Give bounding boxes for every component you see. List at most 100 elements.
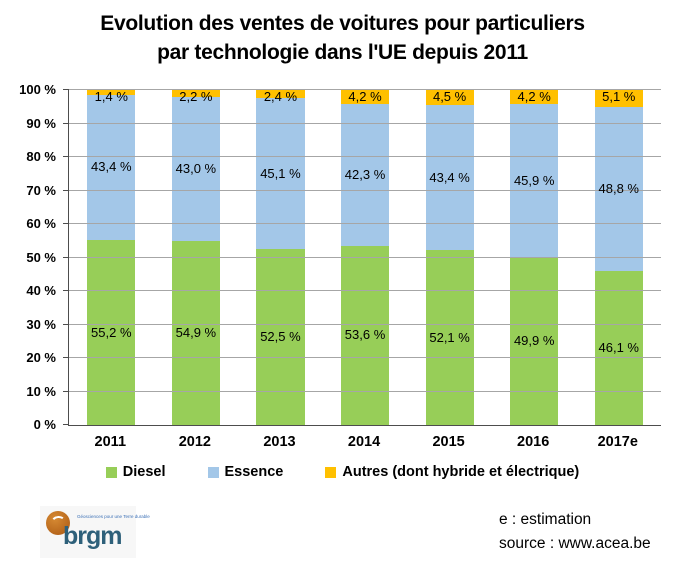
bar-column: 4,5 % 43,4 % 52,1 % <box>407 90 492 425</box>
bar-segment-autres: 5,1 % <box>594 89 643 108</box>
bar-value-label: 55,2 % <box>91 324 132 340</box>
gridline <box>69 122 661 124</box>
bar-column: 2,2 % 43,0 % 54,9 % <box>154 90 239 425</box>
bar-segment-diesel: 55,2 % <box>87 240 136 425</box>
bar-segment-autres: 1,4 % <box>87 90 136 104</box>
chart-legend: Diesel Essence Autres (dont hybride et éle… <box>0 464 685 480</box>
y-tick-label: 40 % <box>26 283 56 298</box>
gridline <box>69 390 661 392</box>
y-axis-tick <box>63 223 69 224</box>
legend-label: Essence <box>224 464 284 480</box>
legend-label: Autres (dont hybride et électrique) <box>342 464 580 480</box>
bar-value-label: 43,0 % <box>175 161 217 177</box>
bar-segment-autres: 2,2 % <box>171 90 220 104</box>
y-tick-label: 100 % <box>19 82 56 97</box>
stacked-bar: 4,2 % 45,9 % 49,9 % <box>510 90 559 425</box>
bar-value-label: 54,9 % <box>175 325 217 341</box>
stacked-bar: 4,2 % 42,3 % 53,6 % <box>340 89 390 425</box>
y-axis-tick <box>63 122 69 124</box>
x-axis-label: 2011 <box>94 434 127 450</box>
chart-title: Evolution des ventes de voitures pour pa… <box>0 9 685 67</box>
chart-title-line1: Evolution des ventes de voitures pour pa… <box>100 12 585 35</box>
source-note: source : www.acea.be <box>499 535 651 552</box>
bar-column: 1,4 % 43,4 % 55,2 % <box>69 90 154 425</box>
bar-value-label: 2,4 % <box>263 89 298 104</box>
y-tick-label: 50 % <box>26 249 56 265</box>
legend-swatch <box>207 466 219 478</box>
bar-segment-diesel: 49,9 % <box>510 257 559 425</box>
gridline <box>69 156 661 157</box>
bar-segment-autres: 2,4 % <box>256 90 305 104</box>
bar-segment-diesel: 54,9 % <box>171 241 220 425</box>
y-tick-label: 70 % <box>26 182 56 198</box>
bar-segment-essence: 45,9 % <box>510 104 559 258</box>
stacked-bar: 4,5 % 43,4 % 52,1 % <box>425 89 474 425</box>
bar-segment-autres: 4,2 % <box>340 89 390 105</box>
bar-value-label: 52,5 % <box>260 329 301 345</box>
x-axis-labels: 2011 2012 2013 2014 2015 2016 2017e <box>68 434 660 450</box>
y-axis-tick <box>63 323 69 325</box>
bar-value-label: 45,9 % <box>513 172 555 188</box>
bar-column: 4,2 % 42,3 % 53,6 % <box>323 90 408 425</box>
bar-segment-autres: 4,5 % <box>425 89 474 106</box>
legend-swatch <box>325 466 337 478</box>
estimation-note: e : estimation <box>499 511 592 528</box>
brgm-logo-icon <box>46 511 70 535</box>
bar-value-label: 42,3 % <box>344 166 386 182</box>
y-axis-tick <box>63 357 69 358</box>
y-tick-label: 10 % <box>26 383 56 399</box>
brgm-logo-word: brgm <box>63 522 122 550</box>
legend-item: Autres (dont hybride et électrique) <box>325 464 579 480</box>
bar-segment-diesel: 52,5 % <box>256 249 305 425</box>
bar-value-label: 43,4 % <box>429 169 470 185</box>
bar-segment-essence: 43,0 % <box>171 97 220 242</box>
stacked-bar: 2,4 % 45,1 % 52,5 % <box>256 90 305 425</box>
bar-value-label: 46,1 % <box>598 339 639 355</box>
y-tick-label: 80 % <box>26 149 56 164</box>
x-axis-label: 2012 <box>178 434 211 450</box>
y-axis-labels: 100 % 90 % 80 % 70 % 60 % 50 % 40 % 30 % 20 % 10 … <box>0 82 56 432</box>
bar-segment-autres: 4,2 % <box>510 90 559 105</box>
bar-column: 4,2 % 45,9 % 49,9 % <box>492 90 577 425</box>
gridline <box>69 189 661 191</box>
y-axis-tick <box>63 89 69 90</box>
bar-segment-essence: 48,8 % <box>594 107 643 271</box>
y-axis-tick <box>63 189 69 191</box>
footer-notes: e : estimation source : www.acea.be <box>499 508 651 556</box>
y-axis-tick <box>63 156 69 157</box>
bar-segment-essence: 42,3 % <box>340 104 390 246</box>
bar-value-label: 53,6 % <box>344 327 386 343</box>
gridline <box>69 323 661 325</box>
bar-value-label: 49,9 % <box>513 333 555 349</box>
brgm-logo: Géosciences pour une Terre durable brgm <box>40 506 150 558</box>
gridline <box>69 357 661 358</box>
x-axis-label: 2017e <box>597 434 638 450</box>
y-axis-tick <box>63 424 69 425</box>
bar-value-label: 43,4 % <box>91 159 132 175</box>
plot-area: 1,4 % 43,4 % 55,2 % 2,2 % 43,0 % 54,9 % 2,4 % 4… <box>63 89 661 426</box>
gridline <box>69 256 661 258</box>
y-tick-label: 90 % <box>26 115 56 131</box>
legend-item: Diesel <box>105 464 166 480</box>
x-axis-label: 2013 <box>263 434 296 450</box>
bar-segment-essence: 45,1 % <box>256 98 305 250</box>
y-tick-label: 60 % <box>26 216 56 231</box>
bar-value-label: 2,2 % <box>179 89 213 104</box>
bar-value-label: 5,1 % <box>602 89 636 104</box>
stacked-bar: 5,1 % 48,8 % 46,1 % <box>594 89 643 425</box>
gridline <box>69 290 661 291</box>
y-tick-label: 20 % <box>26 350 56 365</box>
gridline <box>69 223 661 224</box>
bar-value-label: 4,5 % <box>432 89 467 104</box>
bar-segment-diesel: 46,1 % <box>594 270 643 425</box>
bar-value-label: 4,2 % <box>348 89 382 104</box>
x-axis-label: 2016 <box>517 434 550 450</box>
legend-label: Diesel <box>122 464 166 480</box>
y-tick-label: 0 % <box>33 417 56 432</box>
legend-item: Essence <box>207 464 284 480</box>
bar-value-label: 45,1 % <box>260 165 301 181</box>
bar-segment-diesel: 52,1 % <box>425 250 474 425</box>
y-axis-tick <box>63 390 69 392</box>
y-axis-tick <box>63 256 69 258</box>
